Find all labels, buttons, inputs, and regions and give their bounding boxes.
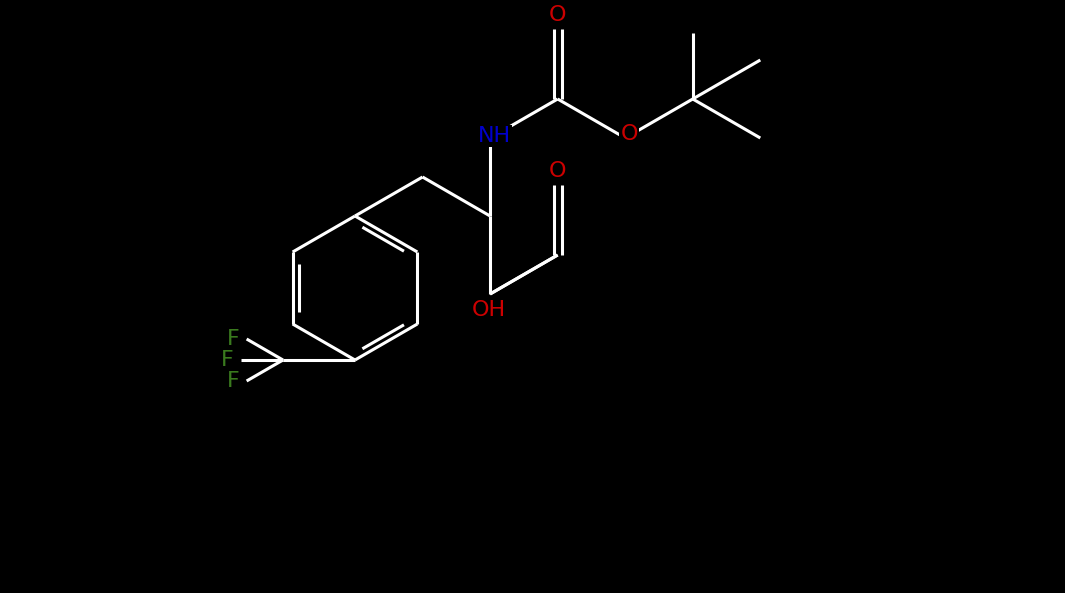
Text: O: O xyxy=(548,5,567,25)
Text: F: F xyxy=(227,329,240,349)
Text: O: O xyxy=(621,124,638,144)
Text: O: O xyxy=(548,161,567,181)
Text: OH: OH xyxy=(472,300,506,320)
Text: F: F xyxy=(227,371,240,391)
Text: NH: NH xyxy=(477,126,510,146)
Text: F: F xyxy=(220,350,233,370)
